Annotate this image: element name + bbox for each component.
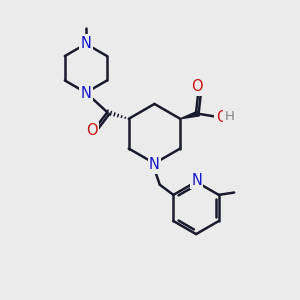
Polygon shape (180, 111, 199, 119)
Text: N: N (191, 173, 202, 188)
Text: N: N (80, 86, 92, 101)
Text: H: H (224, 110, 234, 123)
Text: N: N (149, 158, 160, 172)
Text: N: N (80, 35, 92, 50)
Text: O: O (191, 80, 203, 94)
Text: O: O (216, 110, 227, 124)
Text: O: O (86, 123, 98, 138)
